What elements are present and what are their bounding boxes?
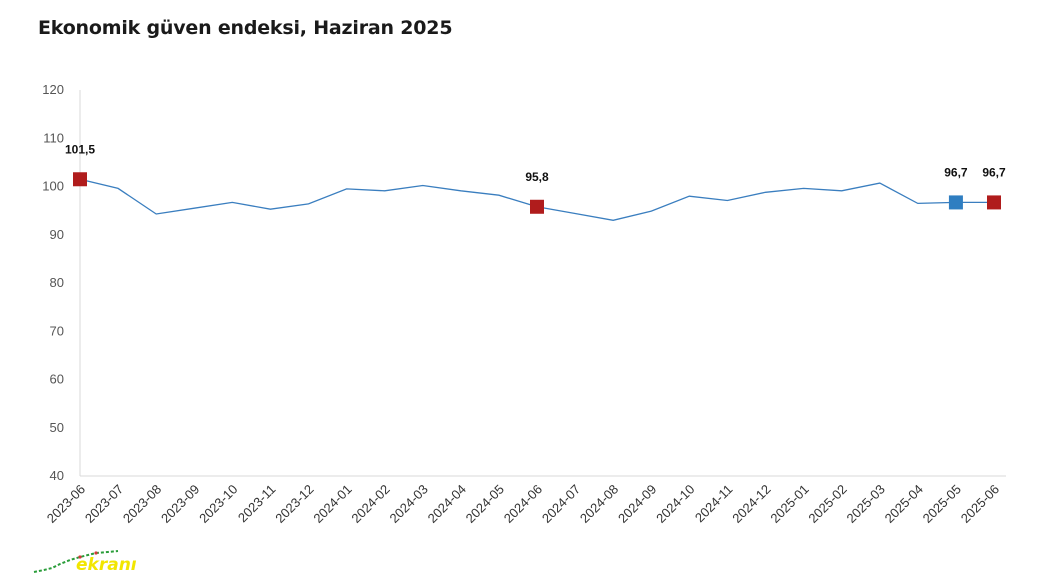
x-tick-label: 2024-11 (692, 482, 736, 526)
x-tick-label: 2024-01 (310, 482, 354, 526)
x-tick-label: 2025-01 (767, 482, 811, 526)
x-tick-label: 2025-02 (805, 482, 849, 526)
x-tick-label: 2024-10 (653, 482, 697, 526)
markers-layer (73, 172, 1001, 214)
x-tick-label: 2024-09 (615, 482, 659, 526)
y-tick-label: 100 (42, 179, 64, 194)
y-tick-label: 50 (50, 420, 64, 435)
x-tick-label: 2024-04 (425, 482, 469, 526)
x-tick-label: 2025-06 (958, 482, 1002, 526)
y-tick-label: 90 (50, 227, 64, 242)
chart-title: Ekonomik güven endeksi, Haziran 2025 (38, 17, 453, 39)
x-tick-label: 2024-05 (463, 482, 507, 526)
y-tick-label: 120 (42, 82, 64, 97)
x-tick-label: 2024-03 (387, 482, 431, 526)
data-marker (948, 195, 963, 210)
x-tick-label: 2024-07 (539, 482, 583, 526)
x-tick-label: 2025-05 (920, 482, 964, 526)
data-labels-layer: 101,5 95,8 96,7 96,7 (65, 142, 1006, 184)
data-marker (530, 199, 544, 214)
x-tick-label: 2023-10 (196, 482, 240, 526)
x-tick-label: 2024-12 (729, 482, 773, 526)
x-tick-label: 2023-12 (272, 482, 316, 526)
data-label: 95,8 (525, 170, 549, 184)
x-tick-label: 2023-11 (235, 482, 279, 526)
data-label: 96,7 (982, 165, 1006, 179)
data-marker (73, 172, 87, 187)
y-tick-label: 40 (50, 468, 64, 483)
x-tick-label: 2023-07 (82, 482, 126, 526)
y-tick-label: 80 (50, 275, 64, 290)
x-tick-label: 2024-08 (577, 482, 621, 526)
x-tick-label: 2024-02 (348, 482, 392, 526)
x-tick-label: 2023-09 (158, 482, 202, 526)
data-label: 96,7 (944, 165, 968, 179)
x-tick-label: 2025-04 (882, 482, 926, 526)
x-tick-label: 2023-08 (120, 482, 164, 526)
x-tick-label: 2025-03 (844, 482, 888, 526)
y-tick-label: 60 (50, 372, 64, 387)
logo-icon (33, 550, 119, 573)
axes (79, 90, 1006, 477)
watermark-text: ekranı (76, 555, 137, 575)
y-tick-label: 70 (50, 323, 64, 338)
x-tick-label: 2023-06 (44, 482, 88, 526)
data-label: 101,5 (65, 142, 95, 156)
y-tick-label: 110 (43, 130, 64, 145)
y-axis-ticks: 40 50 60 70 80 90 100 110 120 (42, 82, 64, 483)
x-axis-ticks: 2023-062023-072023-082023-092023-102023-… (44, 482, 1002, 526)
data-marker (987, 195, 1001, 210)
x-tick-label: 2024-06 (501, 482, 545, 526)
